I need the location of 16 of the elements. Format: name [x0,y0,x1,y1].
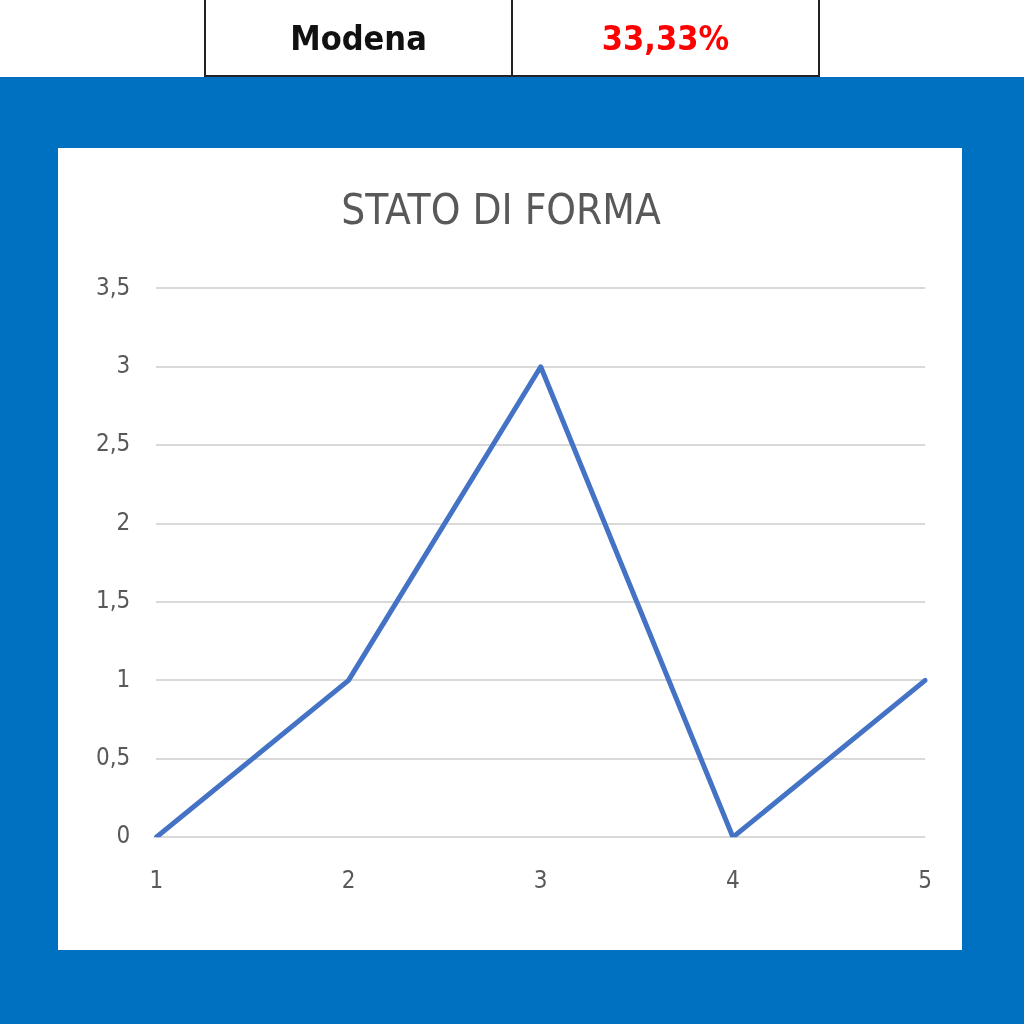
x-tick-label: 1 [149,865,164,894]
y-tick-label: 3 [116,351,131,380]
x-tick-label: 4 [726,865,740,894]
text: 33,33% [511,0,818,75]
x-tick-label: 2 [341,865,356,894]
y-tick-label: 0,5 [96,743,131,772]
y-tick-label: 3,5 [96,272,131,301]
y-tick-label: 1 [116,664,131,693]
text: Modena [289,16,428,60]
y-tick-label: 0 [116,821,131,850]
chart-title: STATO DI FORMA [341,185,661,235]
x-tick-label: 3 [533,865,548,894]
y-tick-label: 2 [116,507,131,536]
y-tick-label: 2,5 [96,429,131,458]
x-tick-label: 5 [918,865,932,894]
y-tick-label: 1,5 [96,586,131,615]
